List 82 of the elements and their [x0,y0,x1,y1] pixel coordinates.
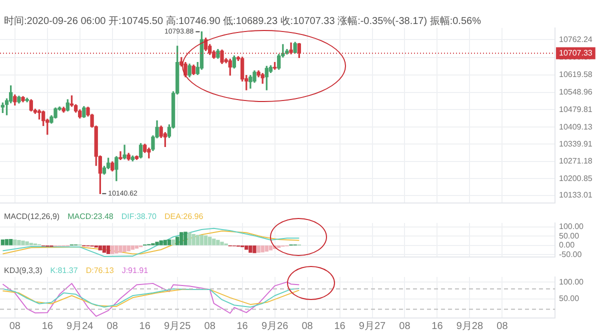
x-tick-label: 08 [399,320,411,332]
y-tick-label: 100.00 [559,277,584,286]
bar [9,238,13,246]
y-tick-label: 100.00 [559,222,584,232]
bar [110,246,114,254]
bar [13,239,17,246]
bar [159,240,163,246]
x-tick-label: 08 [9,320,21,332]
bar [17,240,21,246]
candlestick [118,151,122,160]
text: DIF:38.70 [121,212,158,222]
bar [216,240,220,246]
bar [114,246,118,254]
bar [102,246,106,253]
x-tick-label: 08 [496,320,508,332]
x-tick-label: 9月27 [358,320,386,332]
bar [126,246,130,252]
x-tick-label: 08 [106,320,118,332]
bar [98,246,102,250]
bar [244,246,248,250]
chart-title: 时间:2020-09-26 06:00 开:10745.50 高:10746.90 低:10689.23 收:10707.33 涨幅:-0.35%(-38.17) 振幅:0.56% [4,14,482,27]
bar [134,246,139,249]
bar [256,246,260,253]
x-tick-label: 16 [334,320,346,332]
chart-title: MACD(12,26,9) [4,212,60,222]
text: K:81.37 [50,266,78,276]
text: D:76.13 [86,266,114,276]
bar [220,242,224,246]
x-tick-label: 16 [236,320,248,332]
bar [196,234,200,246]
bar [171,239,176,246]
bar [264,246,268,252]
bar [184,232,188,246]
y-tick-label: 10548.96 [559,88,593,97]
text: MACD:23.48 [68,212,114,222]
bar [118,246,122,253]
x-tick-label: 08 [302,320,314,332]
y-tick-label: 50.00 [559,231,580,240]
bar [163,240,167,246]
y-tick-label: 10619.58 [559,70,593,80]
y-tick-label: -50.00 [559,250,582,259]
y-tick-label: 10762.24 [559,34,593,44]
bar [180,232,184,246]
bar [4,239,9,246]
bar [122,246,126,252]
bar [106,246,110,254]
bar [188,232,192,246]
y-tick-label: 10409.13 [559,122,593,132]
bar [252,246,256,254]
bar [167,239,172,246]
y-tick-label: 10479.81 [559,104,593,114]
series-label: J:91.91 [122,266,149,276]
bar [130,246,134,250]
ref-line-label: 10707.33 [559,48,593,58]
bar [21,240,25,246]
y-tick-label: 10271.18 [559,156,593,166]
chart-title: KDJ(9,3,3) [4,266,43,276]
bar [248,246,252,253]
x-tick-label: 16 [432,320,444,332]
x-tick-label: 9月26 [261,320,289,332]
x-tick-label: 08 [204,320,216,332]
bar [204,235,208,246]
x-tick-label: 9月28 [456,320,484,332]
x-tick-label: 9月25 [164,320,192,332]
bar [200,234,204,246]
x-tick-label: 16 [42,320,54,332]
y-tick-label: 0.00 [559,240,576,250]
bar [0,239,5,246]
bar [25,241,29,246]
y-tick-label: 50.00 [559,294,580,304]
y-tick-label: 10339.91 [559,139,593,148]
x-tick-label: 16 [139,320,151,332]
bar [208,236,212,246]
bar [192,234,196,246]
bar [260,246,264,252]
bar [155,242,159,246]
bar [268,246,273,250]
series-label: DEA:26.96 [164,212,204,222]
x-tick-label: 9月24 [66,320,94,332]
bar [212,238,216,246]
y-tick-label: 10200.85 [559,174,593,183]
y-tick-label: 10133.01 [559,190,593,200]
